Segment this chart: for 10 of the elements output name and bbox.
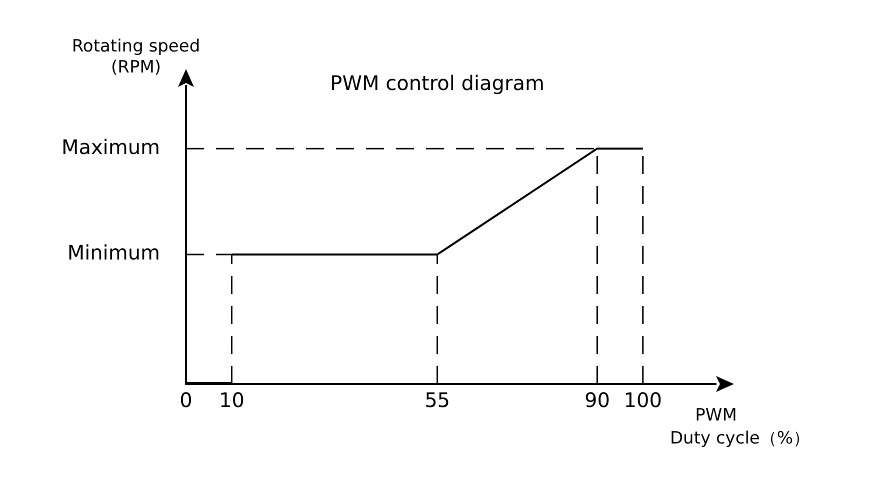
x-tick-label: 100 (624, 388, 662, 412)
y-axis-title: Rotating speed (RPM) (72, 36, 200, 78)
ref-line-label: Minimum (67, 240, 160, 265)
x-tick-label: 10 (218, 388, 244, 412)
x-tick-label: 0 (180, 388, 192, 412)
x-tick-label: 55 (424, 388, 450, 412)
x-axis-title: PWM Duty cycle（%） (670, 405, 810, 448)
x-tick-label: 90 (584, 388, 610, 412)
chart-title: PWM control diagram (330, 71, 544, 96)
ref-line-label: Maximum (61, 134, 160, 159)
